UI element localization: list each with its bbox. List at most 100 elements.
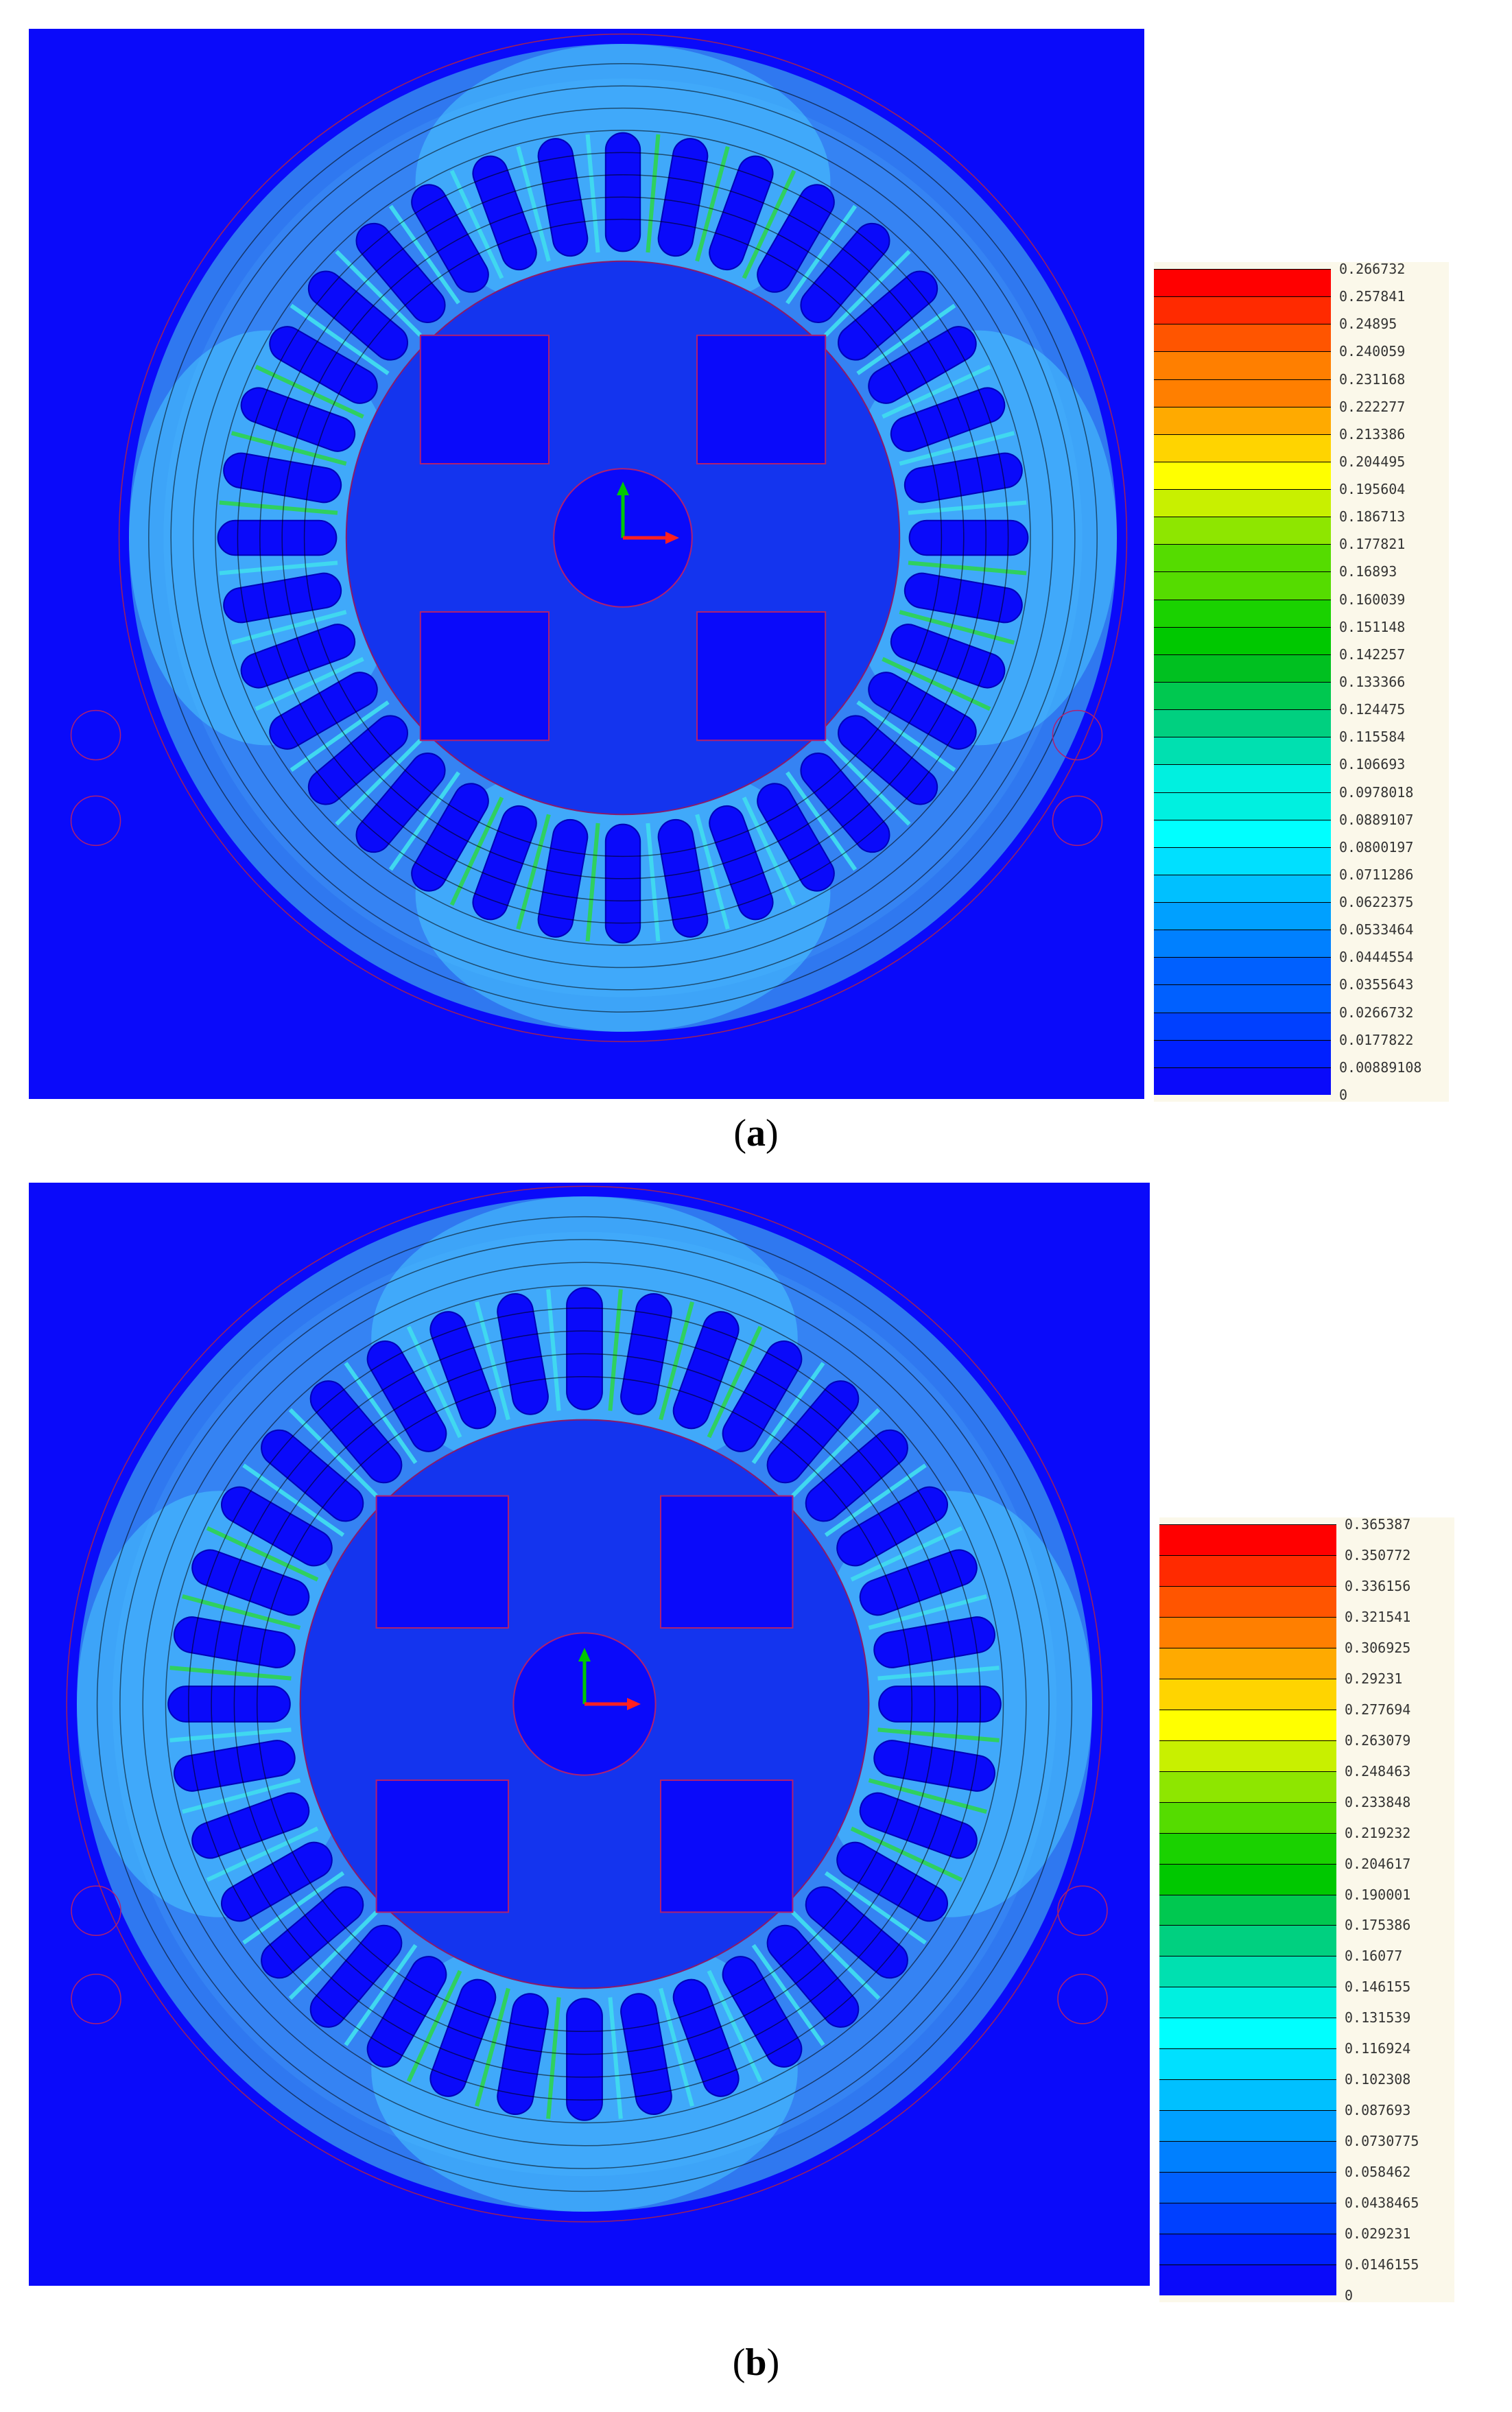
slot-body — [309, 1380, 403, 1484]
legend-value: 0.131539 — [1345, 2009, 1411, 2026]
legend-band — [1159, 2079, 1336, 2111]
stator-slot — [868, 672, 977, 750]
stator-slot — [221, 1486, 333, 1567]
slot-body — [366, 1956, 447, 2068]
stator-slot — [411, 783, 489, 892]
stator-slot — [566, 1287, 603, 1410]
slot-body — [261, 1886, 364, 1979]
air-gap-line — [299, 1419, 870, 1989]
stator-slot — [411, 184, 489, 293]
slot-body — [620, 1993, 672, 2115]
mount-hole — [70, 709, 121, 761]
legend-value: 0.16077 — [1345, 1948, 1403, 1965]
flux-line — [165, 1284, 1004, 2124]
stator-slot — [878, 1686, 1002, 1723]
flux-line — [192, 107, 1054, 969]
stator-slot — [604, 132, 641, 252]
legend-band — [1159, 1863, 1336, 1895]
slot-body — [838, 715, 938, 805]
flux-line — [215, 130, 1031, 946]
stator-slot — [766, 1924, 860, 2028]
legend-band — [1159, 1801, 1336, 1833]
slot-body — [838, 270, 938, 361]
rotor-magnet — [660, 1495, 794, 1629]
slot-body — [836, 1486, 948, 1567]
legend-value: 0.0438465 — [1345, 2195, 1419, 2212]
legend-value: 0.133366 — [1339, 674, 1406, 690]
stator-slot — [709, 155, 774, 271]
slot-body — [859, 1549, 978, 1616]
legend-value: 0.263079 — [1345, 1731, 1411, 1749]
slot-body — [221, 1486, 333, 1567]
stator-slot — [873, 1616, 995, 1668]
slot-body — [223, 572, 342, 624]
color-legend-b: 0.365387 0.350772 0.336156 0.321541 0.306925… — [1159, 1517, 1454, 2302]
stator-slot — [890, 387, 1006, 452]
legend-value: 0.231168 — [1339, 370, 1406, 388]
slot-body — [411, 783, 489, 892]
legend-band — [1154, 1039, 1331, 1067]
legend-band — [1154, 406, 1331, 434]
legend-value: 0.29231 — [1345, 1670, 1403, 1687]
legend-value: 0.306925 — [1345, 1639, 1411, 1656]
legend-value: 0.0266732 — [1339, 1004, 1414, 1021]
legend-band — [1154, 434, 1331, 462]
legend-band — [1159, 1987, 1336, 2018]
flux-line — [148, 63, 1098, 1013]
stator-slot — [366, 1340, 447, 1452]
flux-line — [281, 196, 965, 879]
legend-band — [1159, 1554, 1336, 1586]
slot-body — [429, 1978, 497, 2097]
legend-band — [1159, 2141, 1336, 2173]
stator-slot — [223, 572, 342, 624]
stator-slot — [873, 1740, 995, 1792]
legend-value: 0.0146155 — [1345, 2256, 1419, 2273]
legend-band — [1159, 1585, 1336, 1617]
stator-slot — [217, 519, 338, 556]
stator-slot — [537, 138, 589, 257]
slot-body — [537, 138, 589, 257]
stator-slot — [604, 823, 641, 944]
slot-body — [800, 753, 890, 853]
slot-body — [903, 572, 1023, 624]
stator-slot — [174, 1616, 296, 1668]
slot-body — [836, 1841, 948, 1922]
legend-band — [1154, 654, 1331, 682]
slot-body — [766, 1380, 860, 1484]
slot-body — [766, 1924, 860, 2028]
legend-band — [1154, 324, 1331, 352]
stator-slot — [908, 519, 1029, 556]
slot-body — [722, 1956, 803, 2068]
stator-slot — [537, 818, 589, 938]
legend-value: 0.233848 — [1345, 1793, 1411, 1810]
legend-value: 0.106693 — [1339, 756, 1406, 773]
slot-body — [174, 1740, 296, 1792]
slot-body — [497, 1293, 549, 1415]
stator-slot — [672, 1311, 740, 1430]
flux-density-map-a — [70, 33, 1128, 1043]
slot-body — [269, 326, 378, 404]
legend-band — [1154, 626, 1331, 654]
stator-slot — [355, 222, 446, 323]
legend-band — [1159, 1832, 1336, 1864]
legend-band — [1154, 902, 1331, 930]
flux-line — [259, 174, 987, 901]
slot-body — [873, 1616, 995, 1668]
stator-slot — [757, 184, 835, 293]
stator-slot — [429, 1978, 497, 2097]
stator-slot — [722, 1956, 803, 2068]
mount-hole — [1057, 1885, 1108, 1937]
stator-slot — [800, 753, 890, 853]
legend-value: 0.029231 — [1345, 2225, 1411, 2243]
mount-hole — [1052, 795, 1103, 847]
slot-body — [805, 1886, 908, 1979]
legend-band — [1159, 2203, 1336, 2234]
slot-body — [223, 452, 342, 504]
stator-slot — [191, 1549, 310, 1616]
legend-band — [1154, 461, 1331, 490]
legend-band — [1154, 379, 1331, 407]
stator-slot — [472, 155, 537, 271]
field-plot-a — [29, 29, 1144, 1099]
flux-line — [237, 152, 1009, 924]
mount-hole — [71, 1885, 121, 1937]
